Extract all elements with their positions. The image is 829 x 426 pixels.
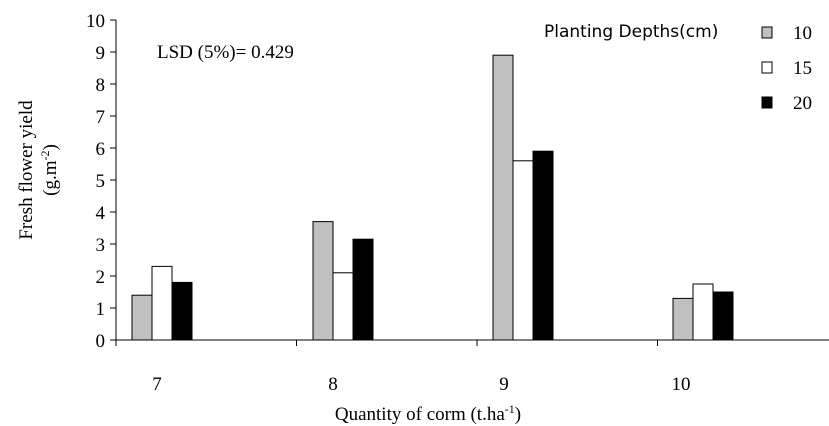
bar-depth-15-corm-10 (692, 283, 714, 341)
legend-label-10: 10 (793, 23, 812, 44)
bar-depth-20-corm-8 (352, 238, 374, 341)
y-tick-label: 0 (96, 331, 106, 352)
legend-swatch-20 (761, 96, 773, 109)
y-tick-label: 4 (96, 203, 106, 224)
y-axis-title-line2: (g.m-2) (38, 144, 61, 196)
y-tick-label: 8 (96, 75, 106, 96)
x-tick-label: 9 (499, 374, 509, 395)
x-axis: 7 8 9 10 (115, 339, 829, 395)
x-tick-label: 10 (672, 374, 691, 395)
x-axis-title: Quantity of corm (t.ha-1) (335, 402, 521, 425)
y-axis: 0 1 2 3 4 5 6 7 8 9 10 (86, 11, 117, 352)
bar-depth-10-corm-10 (672, 297, 694, 341)
y-tick-label: 5 (96, 171, 106, 192)
x-tick-label: 8 (328, 374, 338, 395)
bar-depth-20-corm-9 (532, 150, 554, 341)
legend: Planting Depths(cm) 10 15 20 (544, 22, 812, 114)
y-tick-label: 7 (96, 107, 106, 128)
x-tick-label: 7 (152, 374, 162, 395)
y-tick-label: 9 (96, 43, 106, 64)
bar-depth-20-corm-10 (712, 291, 734, 341)
y-tick-label: 10 (86, 11, 105, 32)
bar-depth-15-corm-8 (332, 272, 354, 341)
y-tick-label: 2 (96, 267, 106, 288)
legend-title: Planting Depths(cm) (544, 22, 718, 42)
bar-depth-10-corm-7 (131, 294, 153, 341)
y-tick-label: 1 (96, 299, 106, 320)
bars (131, 54, 734, 341)
legend-label-20: 20 (793, 93, 812, 114)
annotation-lsd: LSD (5%)= 0.429 (157, 42, 294, 63)
y-tick-label: 6 (96, 139, 106, 160)
bar-depth-15-corm-7 (151, 265, 173, 341)
bar-depth-20-corm-7 (171, 281, 193, 341)
legend-swatch-10 (761, 26, 773, 39)
legend-swatch-15 (761, 61, 773, 74)
y-tick-label: 3 (96, 235, 106, 256)
legend-label-15: 15 (793, 58, 812, 79)
bar-depth-10-corm-8 (312, 221, 334, 341)
y-axis-title-line1: Fresh flower yield (16, 100, 37, 240)
bar-depth-15-corm-9 (512, 160, 534, 341)
bar-depth-10-corm-9 (492, 54, 514, 341)
